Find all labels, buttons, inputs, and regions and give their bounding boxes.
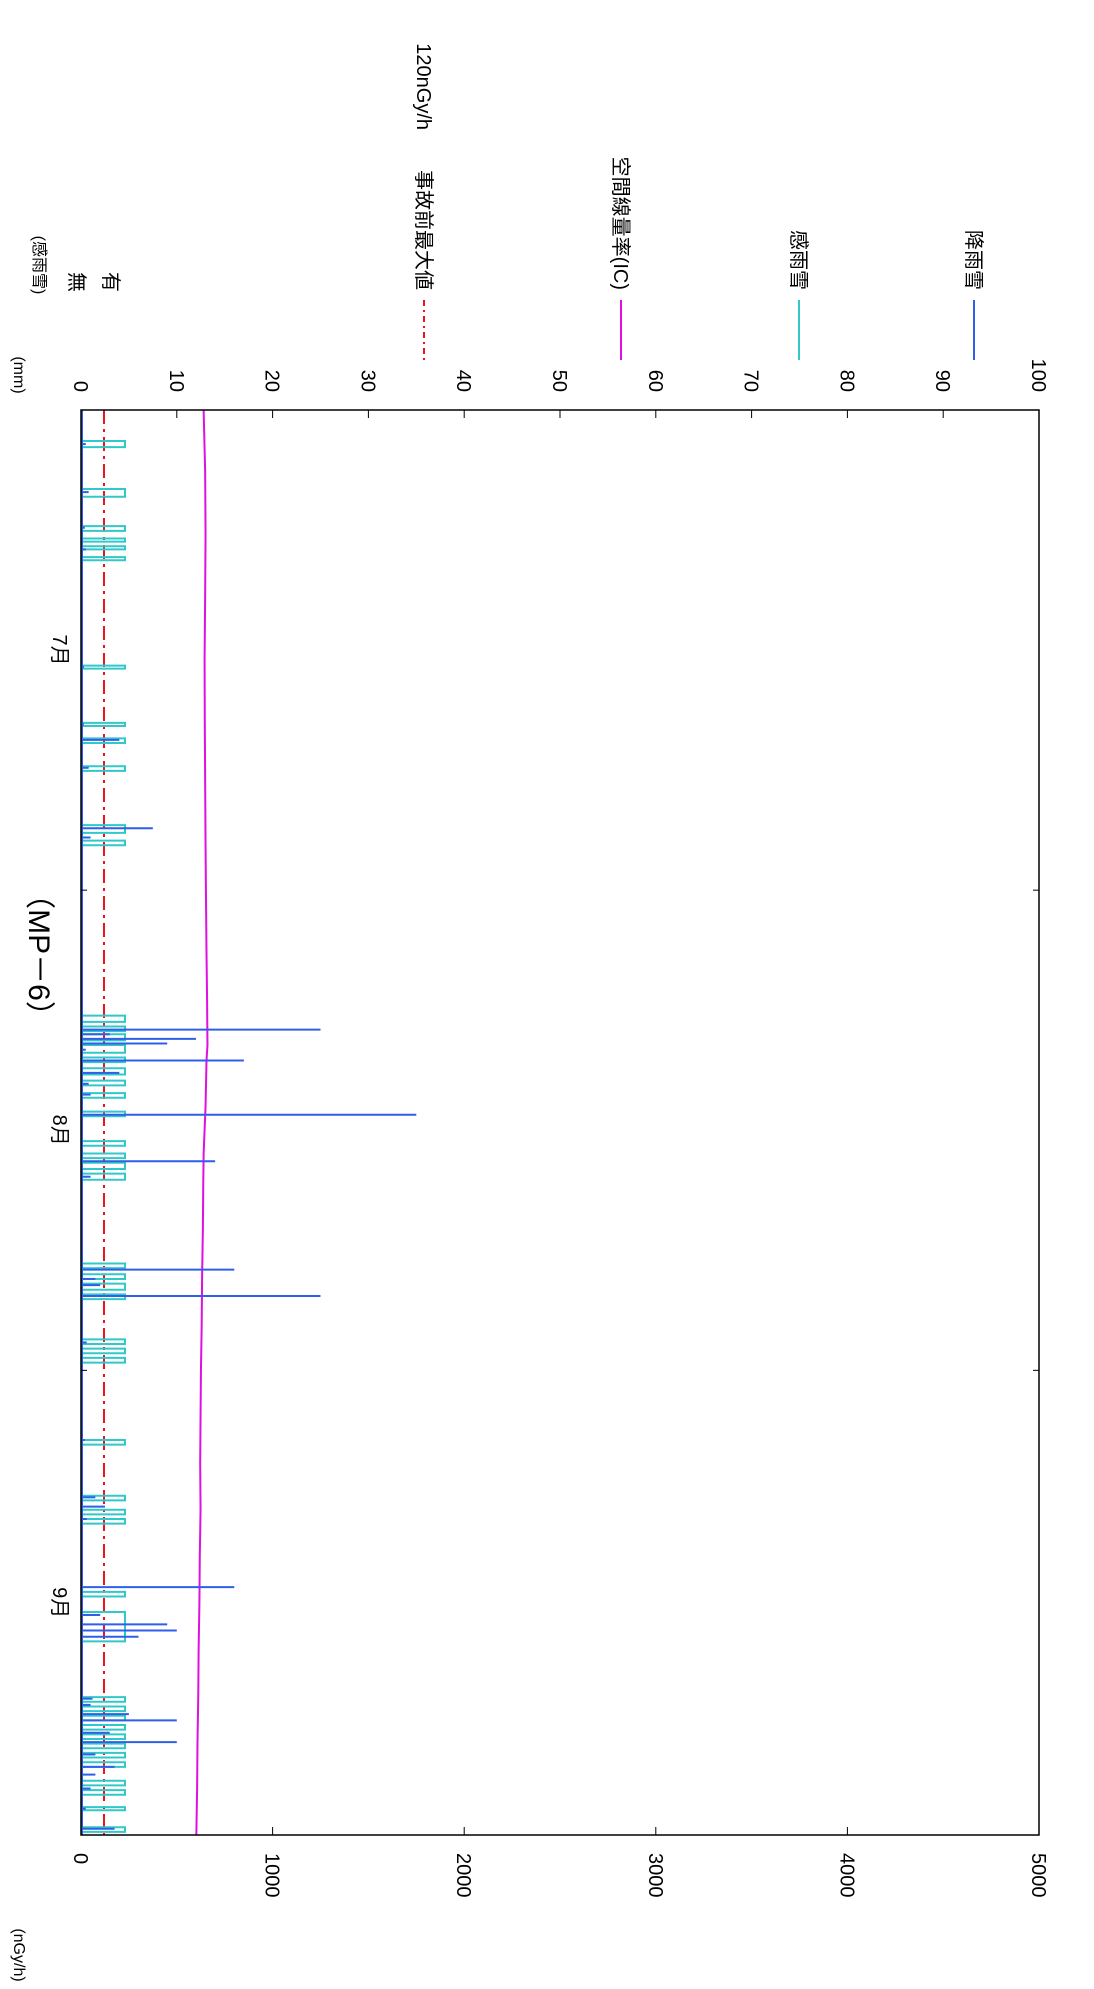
series-sensor-pulse [81, 1067, 126, 1076]
plot-frame [80, 409, 1040, 1836]
legend-item: 事故前最大値 120nGy/h [412, 43, 435, 360]
legend-item: 感雨雪 [787, 230, 810, 360]
series-sensor-pulse [81, 1282, 126, 1291]
right-tick-label: 80 [835, 370, 857, 392]
left-tick-label: 0 [69, 1853, 91, 1864]
series-sensor-pulse [81, 1262, 126, 1270]
series-sensor-pulse [81, 1092, 126, 1099]
legend: 事故前最大値 120nGy/h 空間線量率(IC) 感雨雪 降雨雪 [412, 43, 985, 360]
legend-item: 空間線量率(IC) [609, 157, 632, 360]
series-sensor-pulse [81, 1140, 126, 1147]
series-sensor-pulse [81, 839, 126, 847]
series-sensor-pulse [81, 556, 126, 562]
legend-label: 降雨雪 [962, 230, 985, 290]
right-tick-label: 100 [1027, 359, 1049, 392]
series-sensor-pulse [81, 1356, 126, 1364]
sensor-label-no: 無 [65, 272, 88, 292]
series-sensor-pulse [81, 1014, 126, 1023]
series-sensor-pulse [81, 1751, 126, 1759]
legend-sublabel: 120nGy/h [412, 43, 434, 130]
series-sensor-pulse [81, 737, 126, 745]
series-sensor-pulse [81, 721, 126, 727]
series-sensor-pulse [81, 1152, 126, 1160]
left-tick-label: 5000 [1027, 1853, 1049, 1898]
right-tick-label: 30 [356, 370, 378, 392]
series-sensor-pulse [81, 1779, 126, 1787]
series-sensor-pulse [81, 1079, 126, 1087]
series-sensor-pulse [81, 1172, 126, 1181]
legend-label: 事故前最大値 [412, 170, 435, 290]
series-dose-line [195, 409, 209, 1836]
right-tick-label: 20 [261, 370, 283, 392]
series-sensor-pulse [81, 1789, 126, 1796]
series-sensor-pulse [81, 545, 126, 551]
series-sensor-pulse [81, 1724, 126, 1731]
chart-title: （MP－6） [22, 879, 55, 1031]
left-axis-unit: (nGy/h) [10, 1928, 27, 1981]
series-sensor-pulse [81, 1826, 126, 1833]
series-sensor-pulse [81, 525, 126, 532]
month-label: 9月 [48, 1587, 70, 1618]
series-sensor-pulse [81, 1518, 126, 1525]
series-sensor-pulse [81, 765, 126, 772]
series-sensor-pulse [81, 1338, 126, 1345]
series-sensor-pulse [81, 1347, 126, 1355]
series-sensor-pulse [81, 1733, 126, 1740]
series-sensor-pulse [81, 664, 126, 670]
left-tick-label: 3000 [644, 1853, 666, 1898]
sensor-axis-labels: 無有 [65, 272, 122, 292]
right-tick-label: 10 [165, 370, 187, 392]
series-sensor-pulse [81, 1742, 126, 1750]
right-axis-unit: (mm) [10, 356, 27, 393]
series-sensor-pulse [81, 1273, 126, 1280]
left-tick-label: 4000 [835, 1853, 857, 1898]
legend-label: 空間線量率(IC) [609, 157, 632, 290]
left-tick-label: 2000 [452, 1853, 474, 1898]
series-sensor-pulse [81, 1494, 126, 1502]
month-label: 8月 [48, 1115, 70, 1146]
series-sensor-pulse [81, 1044, 126, 1054]
series-sensor-pulse [81, 439, 126, 449]
month-label: 7月 [48, 635, 70, 666]
sensor-label-yes: 有 [99, 272, 122, 292]
series-sensor-pulse [81, 1508, 126, 1516]
right-tick-label: 60 [644, 370, 666, 392]
left-tick-label: 1000 [261, 1853, 283, 1898]
series-sensor-pulse [81, 1696, 126, 1703]
legend-label: 感雨雪 [787, 230, 810, 290]
series-sensor-pulse [81, 537, 126, 543]
series-sensor-pulse [81, 487, 126, 498]
series-sensor-pulse [81, 1610, 126, 1643]
series-sensor-pulse [81, 1161, 126, 1170]
right-tick-label: 40 [452, 370, 474, 392]
series-sensor-pulse [81, 1705, 126, 1713]
right-tick-label: 90 [931, 370, 953, 392]
right-tick-label: 70 [740, 370, 762, 392]
right-tick-label: 50 [548, 370, 570, 392]
right-tick-label: 0 [69, 381, 91, 392]
series-sensor-pulse [81, 1590, 126, 1598]
series-sensor-pulse [81, 1806, 126, 1812]
series-sensor-pulse [81, 1439, 126, 1446]
legend-item: 降雨雪 [962, 230, 985, 360]
sensor-axis-unit: (感雨雪) [30, 236, 48, 295]
